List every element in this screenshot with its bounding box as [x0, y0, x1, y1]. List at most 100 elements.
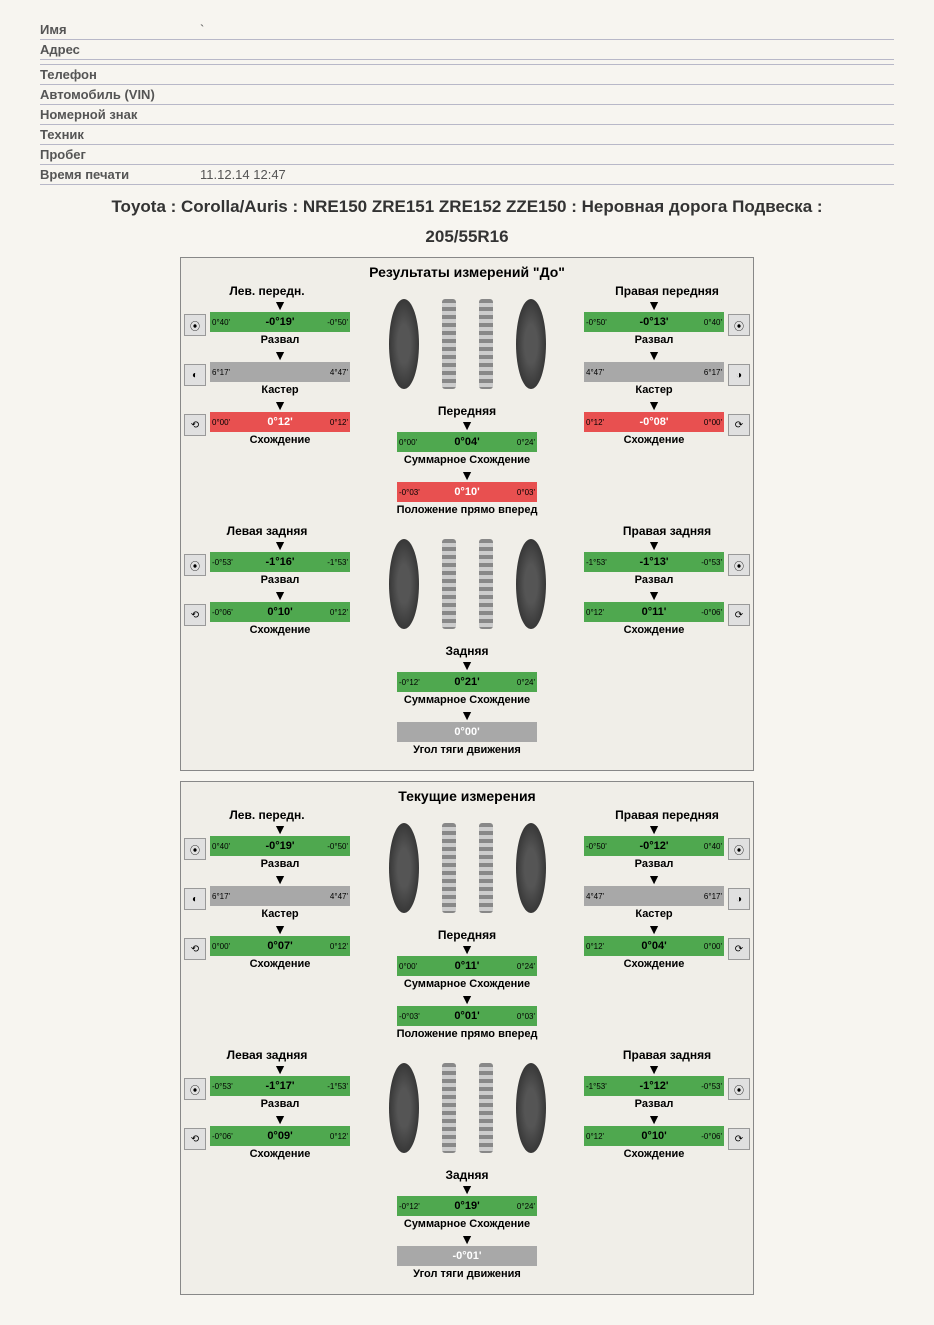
arrow-down-icon: ▼: [647, 824, 661, 834]
label-mileage: Пробег: [40, 147, 200, 162]
arrow-down-icon: ▼: [647, 400, 661, 410]
arrow-down-icon: ▼: [273, 540, 287, 550]
measure-label: Схождение: [624, 624, 685, 636]
arrow-down-icon: ▼: [647, 1064, 661, 1074]
spec-hi: 0°24': [515, 438, 537, 447]
measure-label: Угол тяги движения: [413, 1268, 521, 1280]
measure-bar: -0°03' 0°10' 0°03': [397, 482, 537, 502]
spec-lo: 0°40': [210, 842, 232, 851]
diagram-icon: ⟳: [728, 938, 750, 960]
diagram-icon: ⟲: [184, 414, 206, 436]
measure-label: Схождение: [624, 434, 685, 446]
right-rear-col: Правая задняя ▼ -1°53' -1°12' -0°53' Раз…: [587, 1048, 747, 1164]
value-name: `: [200, 22, 894, 37]
measure-block: ▼ 0°12' 0°10' -0°06' Схождение: [584, 1114, 724, 1164]
measure-block: ▼ 6°17' 4°47' Кастер: [210, 350, 350, 400]
measure-bar: 4°47' 6°17': [584, 886, 724, 906]
measure-block: ▼ 0°00' Угол тяги движения: [397, 710, 537, 760]
arrow-down-icon: ▼: [460, 660, 474, 670]
arrow-down-icon: ▼: [647, 924, 661, 934]
diagram-icon: ⦿: [728, 838, 750, 860]
col-title: Лев. передн.: [229, 284, 304, 298]
arrow-down-icon: ▼: [273, 1114, 287, 1124]
spec-hi: 0°12': [328, 418, 350, 427]
measure-bar: 0°40' -0°19' -0°50': [210, 312, 350, 332]
spec-lo: -1°53': [584, 1082, 609, 1091]
spec-lo: 0°00': [210, 418, 232, 427]
arrow-down-icon: ▼: [273, 1064, 287, 1074]
spec-lo: -0°03': [397, 1012, 422, 1021]
col-title: Правая передняя: [615, 284, 719, 298]
measure-bar: 0°40' -0°19' -0°50': [210, 836, 350, 856]
diagram-icon: ⦿: [184, 1078, 206, 1100]
measure-bar: -0°50' -0°13' 0°40': [584, 312, 724, 332]
measure-label: Развал: [635, 334, 674, 346]
measured-value: 0°10': [454, 486, 479, 498]
measure-bar: -0°12' 0°21' 0°24': [397, 672, 537, 692]
axle-label: Передняя: [438, 404, 496, 418]
spec-lo: 0°00': [397, 962, 419, 971]
measure-bar: 0°00' 0°04' 0°24': [397, 432, 537, 452]
measured-value: 0°09': [267, 1130, 292, 1142]
arrow-down-icon: ▼: [273, 924, 287, 934]
label-name: Имя: [40, 22, 200, 37]
measure-block: ▼ 0°12' -0°08' 0°00' Схождение: [584, 400, 724, 450]
arrow-down-icon: ▼: [647, 874, 661, 884]
axle-label: Задняя: [445, 1168, 488, 1182]
left-rear-col: Левая задняя ⦿ ▼ -0°53' -1°17' -1°53' Ра…: [187, 1048, 347, 1164]
measure-label: Развал: [635, 574, 674, 586]
measured-value: 0°11': [642, 606, 667, 618]
measure-block: ▼ -0°01' Угол тяги движения: [397, 1234, 537, 1284]
arrow-down-icon: ▼: [647, 1114, 661, 1124]
measured-value: 0°00': [454, 726, 479, 738]
measured-value: -0°13': [639, 316, 668, 328]
label-vin: Автомобиль (VIN): [40, 87, 200, 102]
arrow-down-icon: ▼: [460, 470, 474, 480]
measure-block: ▼ -0°50' -0°12' 0°40' Развал: [584, 824, 724, 874]
spec-hi: 0°24': [515, 678, 537, 687]
spec-hi: -1°53': [325, 1082, 350, 1091]
rear-suspension-icon: [377, 1048, 557, 1168]
measure-bar: 0°00': [397, 722, 537, 742]
measured-value: 0°07': [267, 940, 292, 952]
spec-lo: 6°17': [210, 368, 232, 377]
vehicle-title-1: Toyota : Corolla/Auris : NRE150 ZRE151 Z…: [40, 197, 894, 217]
spec-lo: -0°06': [210, 608, 235, 617]
spec-hi: -0°53': [699, 558, 724, 567]
spec-hi: 4°47': [328, 892, 350, 901]
measure-bar: 0°00' 0°11' 0°24': [397, 956, 537, 976]
measured-value: 0°12': [267, 416, 292, 428]
measure-block: ▼ -0°12' 0°19' 0°24' Суммарное Схождение: [397, 1184, 537, 1234]
spec-hi: 0°12': [328, 608, 350, 617]
measured-value: 0°21': [454, 676, 479, 688]
rear-axle-row: Левая задняя ⦿ ▼ -0°53' -1°16' -1°53' Ра…: [187, 524, 747, 760]
vehicle-title-2: 205/55R16: [40, 227, 894, 247]
measure-label: Развал: [261, 1098, 300, 1110]
axle-label: Передняя: [438, 928, 496, 942]
measure-bar: -0°12' 0°19' 0°24': [397, 1196, 537, 1216]
measure-block: ▼ 0°12' 0°11' -0°06' Схождение: [584, 590, 724, 640]
measure-label: Схождение: [624, 958, 685, 970]
spec-lo: -0°06': [210, 1132, 235, 1141]
col-title: Левая задняя: [227, 1048, 308, 1062]
measure-bar: -0°06' 0°10' 0°12': [210, 602, 350, 622]
spec-lo: 0°12': [584, 418, 606, 427]
measure-label: Развал: [261, 334, 300, 346]
measure-label: Развал: [261, 574, 300, 586]
measure-bar: 0°00' 0°07' 0°12': [210, 936, 350, 956]
diagram-icon: ⦿: [728, 1078, 750, 1100]
measure-block: ▼ -0°03' 0°01' 0°03' Положение прямо впе…: [397, 994, 538, 1044]
measure-block: ▼ 4°47' 6°17' Кастер: [584, 350, 724, 400]
measure-label: Схождение: [250, 434, 311, 446]
diagram-icon: ◑: [728, 888, 750, 910]
measure-label: Схождение: [250, 624, 311, 636]
measured-value: -0°08': [639, 416, 668, 428]
measure-block: ▼ 0°40' -0°19' -0°50' Развал: [210, 824, 350, 874]
measure-block: ▼ 0°00' 0°11' 0°24' Суммарное Схождение: [397, 944, 537, 994]
customer-form: Имя` Адрес Телефон Автомобиль (VIN) Номе…: [40, 20, 894, 185]
measure-label: Развал: [261, 858, 300, 870]
value-print-time: 11.12.14 12:47: [200, 167, 894, 182]
measure-block: ▼ -1°53' -1°12' -0°53' Развал: [584, 1064, 724, 1114]
measure-block: ▼ 0°40' -0°19' -0°50' Развал: [210, 300, 350, 350]
spec-hi: -1°53': [325, 558, 350, 567]
